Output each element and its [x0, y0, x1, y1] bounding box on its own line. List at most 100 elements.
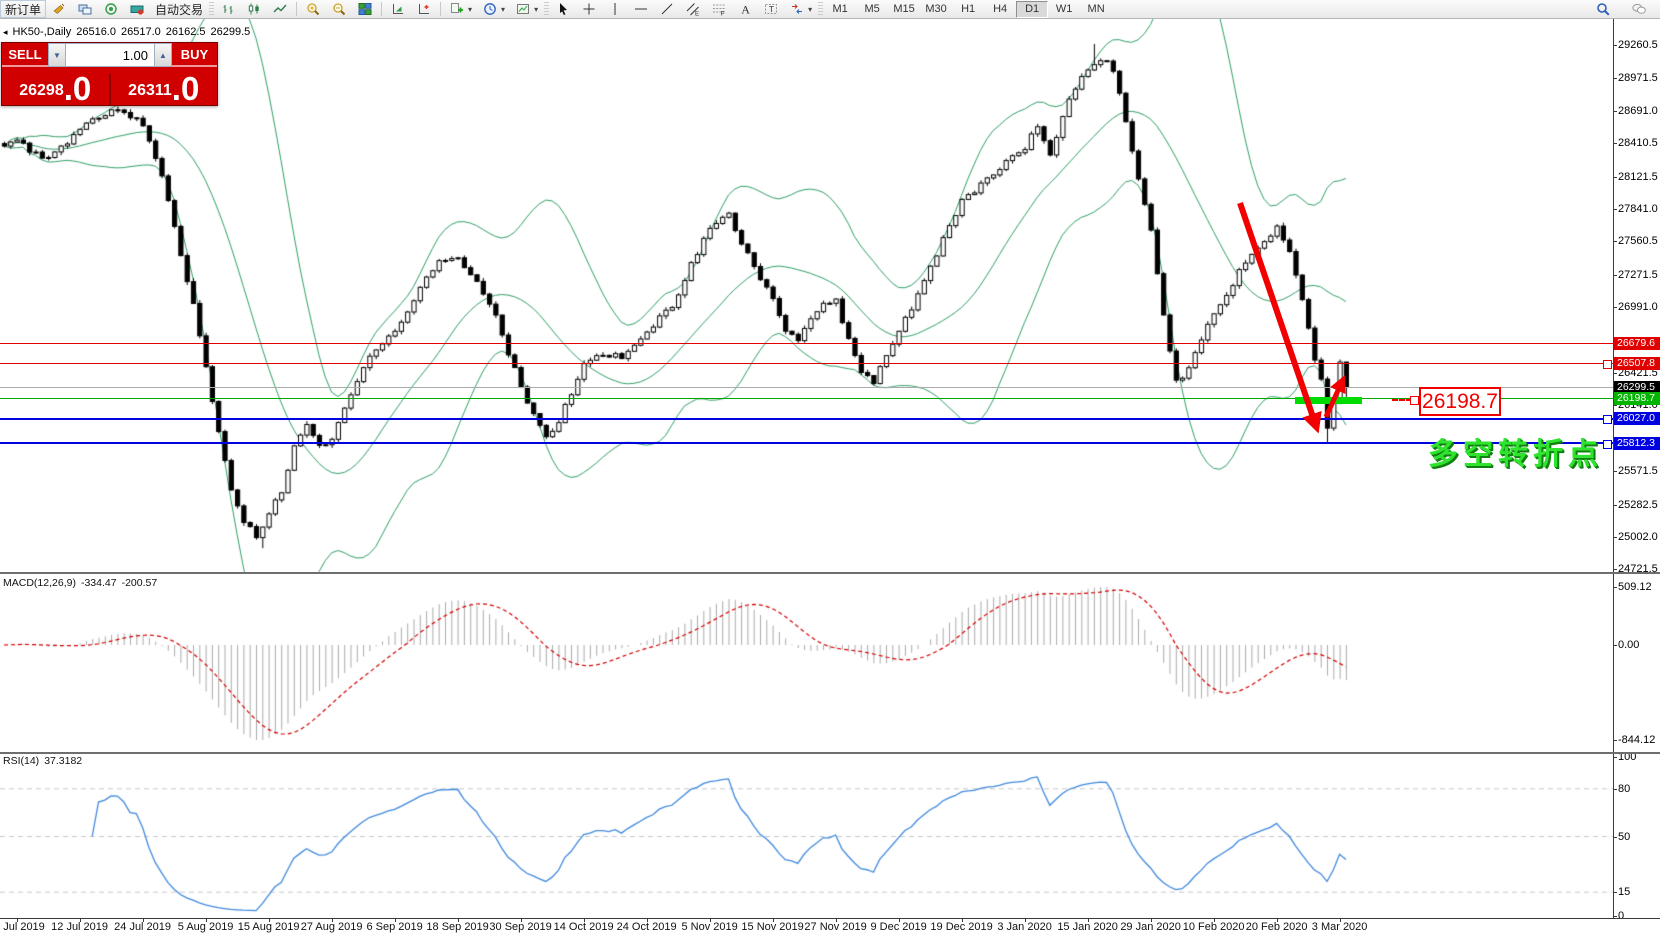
date-tickmark [1276, 918, 1278, 922]
rsi-pane-separator[interactable] [0, 752, 1660, 754]
rsi-tickmark [1613, 916, 1617, 917]
templates-icon [515, 2, 531, 17]
mailbox-button[interactable] [124, 0, 150, 18]
price-tickmark [1613, 241, 1617, 243]
arrows-button[interactable]: ▾ [784, 0, 817, 18]
crosshair-icon [581, 2, 597, 17]
buy-button[interactable]: BUY [172, 43, 217, 67]
arrows-icon [789, 2, 805, 17]
hline-26679.6[interactable] [0, 342, 1613, 344]
bar-chart-button[interactable] [215, 0, 241, 18]
hline-26198.7[interactable] [0, 398, 1613, 400]
indicators-button[interactable]: ▾ [444, 0, 477, 18]
zoom-in-button[interactable] [300, 0, 326, 18]
date-label: 9 Dec 2019 [870, 921, 927, 933]
indicators-dropdown-caret[interactable]: ▾ [468, 4, 473, 14]
new-order-button[interactable]: 新订单 [0, 0, 47, 18]
line-anchor-square-26507.8[interactable] [1603, 359, 1612, 369]
price-badge-26507.8: 26507.8 [1614, 356, 1660, 370]
bid-price-pips: .0 [63, 70, 92, 107]
search-button[interactable] [1590, 0, 1616, 18]
price-tick: 28691.0 [1618, 104, 1658, 117]
panel-toggle-icon[interactable]: ◂ [3, 26, 8, 37]
date-label: 5 Nov 2019 [681, 921, 738, 933]
trendline-button[interactable] [654, 0, 680, 18]
ohlc-close: 26299.5 [210, 26, 251, 38]
hline-26299.5[interactable] [0, 386, 1613, 388]
timeframe-h1-button[interactable]: H1 [961, 2, 976, 15]
date-label: 27 Aug 2019 [300, 921, 363, 933]
cursor-button[interactable] [550, 0, 576, 18]
price-badge-26027.0: 26027.0 [1614, 412, 1660, 426]
profiles-icon [77, 2, 93, 17]
tile-windows-button[interactable] [352, 0, 378, 18]
hline-26507.8[interactable] [0, 362, 1613, 364]
chat-button[interactable] [1626, 0, 1652, 18]
candlestick-button[interactable] [241, 0, 267, 18]
price-tick: 25282.5 [1618, 498, 1658, 511]
callout-anchor-square[interactable] [1410, 396, 1419, 405]
timeframe-m30-button[interactable]: M30 [925, 2, 947, 15]
crosshair-button[interactable] [576, 0, 602, 18]
megaphone-button[interactable] [46, 0, 72, 18]
rsi-tickmark [1613, 788, 1617, 790]
channel-button[interactable]: E [680, 0, 706, 18]
price-tickmark [1613, 78, 1617, 80]
price-tickmark [1613, 274, 1617, 276]
periods-button[interactable]: ▾ [477, 0, 510, 18]
timeframe-w1-button[interactable]: W1 [1055, 2, 1073, 15]
profiles-button[interactable] [72, 0, 98, 18]
alerts-button[interactable] [98, 0, 124, 18]
line-chart-button[interactable] [267, 0, 293, 18]
date-label: 10 Feb 2020 [1182, 921, 1245, 933]
horizontal-line-button[interactable] [628, 0, 654, 18]
bid-price[interactable]: 26298 .0 [2, 70, 109, 107]
toolbar-grip[interactable] [818, 2, 824, 16]
timeframe-mn-button[interactable]: MN [1087, 2, 1105, 15]
price-tick: 28410.5 [1618, 137, 1658, 150]
macd-tick: 0.00 [1618, 639, 1640, 651]
chart-shift-button[interactable] [411, 0, 437, 18]
line-anchor-square-26027.0[interactable] [1603, 415, 1612, 425]
price-tick: 28971.5 [1618, 72, 1658, 85]
timeframe-m5-button[interactable]: M5 [864, 2, 880, 15]
date-tickmark [1150, 918, 1152, 922]
ask-price[interactable]: 26311 .0 [108, 72, 218, 105]
line-anchor-square-25812.3[interactable] [1603, 439, 1612, 449]
timeframe-m15-button[interactable]: M15 [893, 2, 915, 15]
templates-button[interactable]: ▾ [510, 0, 543, 18]
toolbar-grip[interactable] [209, 2, 215, 16]
price-callout-box[interactable]: 26198.7 [1419, 387, 1501, 416]
periods-dropdown-caret[interactable]: ▾ [501, 4, 506, 14]
hline-26027.0[interactable] [0, 417, 1613, 420]
rsi-name: RSI(14) [3, 755, 40, 767]
periods-icon [482, 2, 498, 17]
ohlc-high: 26517.0 [120, 26, 161, 38]
price-tickmark [1613, 44, 1617, 46]
timeframe-h4-button[interactable]: H4 [993, 2, 1008, 15]
hline-25812.3[interactable] [0, 442, 1613, 445]
volume-decrease-button[interactable]: ▼ [48, 43, 66, 67]
volume-input[interactable] [66, 43, 154, 67]
autotrading-button[interactable]: 自动交易 [155, 2, 204, 17]
timeframe-m1-button[interactable]: M1 [832, 2, 848, 15]
macd-pane-separator[interactable] [0, 572, 1660, 574]
green-highlight-band[interactable] [1295, 397, 1362, 404]
timeframe-d1-button[interactable]: D1 [1016, 0, 1049, 18]
volume-increase-button[interactable]: ▲ [154, 43, 172, 67]
label-button[interactable]: T [758, 0, 784, 18]
zoom-out-button[interactable] [326, 0, 352, 18]
fibonacci-button[interactable]: F [706, 0, 732, 18]
annotation-text-cn[interactable]: 多空转折点 [1428, 438, 1603, 471]
toolbar-grip[interactable] [544, 2, 550, 16]
arrows-dropdown-caret[interactable]: ▾ [808, 4, 813, 14]
sell-button[interactable]: SELL [2, 43, 48, 67]
text-button[interactable]: A [732, 0, 758, 18]
vertical-line-button[interactable] [602, 0, 628, 18]
price-tickmark [1613, 307, 1617, 309]
auto-scroll-button[interactable] [385, 0, 411, 18]
templates-dropdown-caret[interactable]: ▾ [534, 4, 539, 14]
search-icon [1595, 2, 1611, 17]
chat-icon [1631, 2, 1647, 17]
